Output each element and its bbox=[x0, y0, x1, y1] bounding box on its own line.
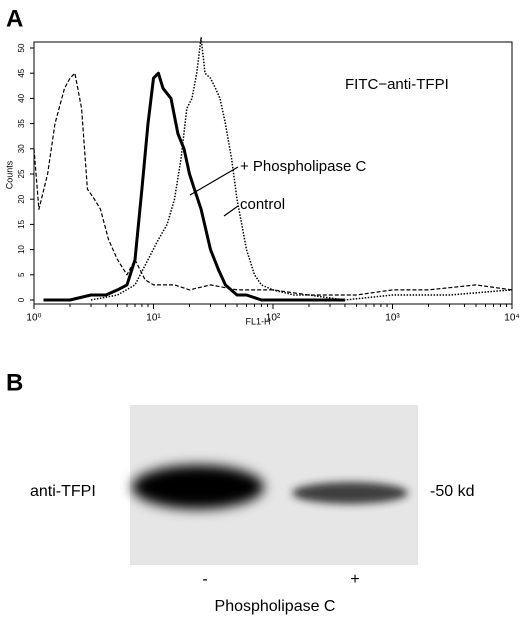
panel-label: B bbox=[6, 369, 23, 396]
y-tick-label: 50 bbox=[17, 43, 26, 52]
x-tick-label: 10⁴ bbox=[504, 313, 519, 324]
blot-image bbox=[130, 405, 418, 565]
y-tick-label: 25 bbox=[17, 169, 26, 178]
band bbox=[292, 482, 408, 504]
band bbox=[132, 465, 264, 509]
y-axis-label: Counts bbox=[4, 160, 14, 189]
annotation: FITC−anti-TFPI bbox=[345, 76, 449, 93]
leader-line bbox=[189, 166, 239, 196]
series-label: control bbox=[240, 196, 285, 213]
y-tick-label: 0 bbox=[17, 297, 26, 302]
panel-label: A bbox=[6, 5, 23, 32]
x-tick-label: 10² bbox=[266, 313, 281, 324]
histogram: 0 5 10 15 20 25 30 35 40 45 50 10⁰ 10¹ 10² 10³ 10⁴ bbox=[17, 37, 520, 324]
y-tick-label: 40 bbox=[17, 93, 26, 102]
y-tick-label: 35 bbox=[17, 119, 26, 128]
histogram-line bbox=[43, 71, 345, 302]
x-tick-label: 10³ bbox=[385, 313, 400, 324]
histogram-line bbox=[90, 37, 513, 301]
lane-label: + bbox=[350, 571, 359, 588]
lane-title: Phospholipase C bbox=[215, 598, 336, 615]
y-tick-label: 15 bbox=[17, 219, 26, 228]
lane-label: - bbox=[202, 571, 207, 588]
x-axis-label: FL1-H bbox=[245, 316, 270, 326]
x-tick-label: 10⁰ bbox=[26, 313, 41, 324]
y-tick-label: 5 bbox=[17, 272, 26, 277]
series-label: + Phospholipase C bbox=[240, 158, 367, 175]
size-marker: -50 kd bbox=[430, 483, 474, 500]
y-tick-label: 30 bbox=[17, 144, 26, 153]
x-tick-label: 10¹ bbox=[146, 313, 161, 324]
band-label: anti-TFPI bbox=[30, 483, 96, 500]
leader-line bbox=[223, 205, 239, 217]
histogram-line bbox=[33, 72, 513, 296]
y-tick-label: 10 bbox=[17, 245, 26, 254]
y-tick-label: 45 bbox=[17, 68, 26, 77]
y-tick-label: 20 bbox=[17, 194, 26, 203]
